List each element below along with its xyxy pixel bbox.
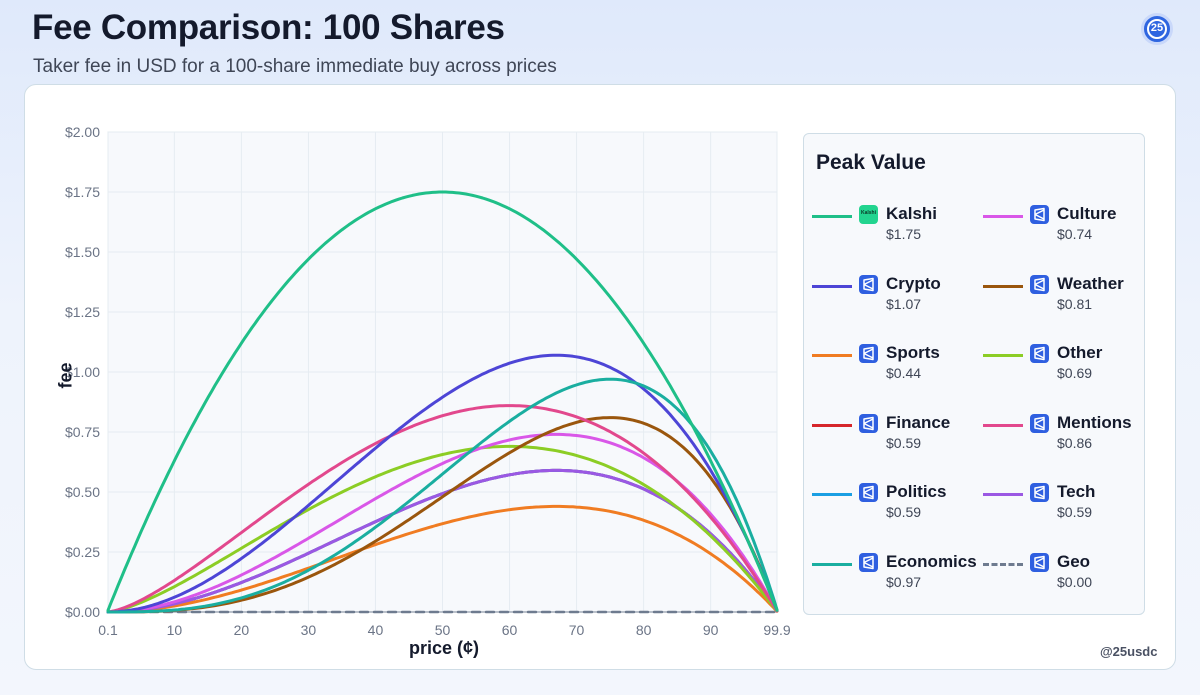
legend-peak-value: $0.86 — [1057, 434, 1093, 451]
legend-item-sports: Sports $0.44 — [804, 343, 969, 391]
legend-name: Other — [1057, 343, 1103, 362]
legend-peak-value: $0.44 — [886, 365, 922, 381]
legend-item-weather: Weather $0.81 — [975, 274, 1140, 322]
legend-swatch — [812, 284, 852, 288]
legend-name: Finance — [886, 412, 951, 432]
y-tick-label: $0.50 — [65, 484, 100, 500]
legend-item-other: Other $0.69 — [975, 343, 1140, 391]
x-tick-label: 80 — [636, 622, 652, 638]
legend-swatch — [983, 423, 1023, 427]
legend-swatch — [983, 493, 1023, 496]
series-line-crypto — [106, 353, 779, 614]
brand-logo-icon: 25 — [1141, 13, 1173, 45]
legend-item-kalshi: Kalshi Kalshi $1.75 — [804, 204, 969, 252]
legend-peak-value: $0.59 — [1057, 504, 1093, 520]
legend-name: Weather — [1057, 273, 1124, 293]
legend-swatch — [983, 562, 1023, 566]
y-tick-label: $0.00 — [65, 604, 100, 620]
platform-icon — [1030, 205, 1049, 224]
platform-icon — [1030, 483, 1049, 502]
legend-name: Economics — [886, 551, 977, 571]
legend-peak-value: $0.74 — [1057, 226, 1093, 242]
y-tick-label: $0.75 — [65, 424, 100, 440]
legend-peak-value: $0.97 — [886, 573, 922, 590]
legend-swatch — [812, 215, 852, 218]
series-line-sports — [106, 504, 779, 614]
legend-name: Sports — [886, 343, 940, 362]
legend-item-culture: Culture $0.74 — [975, 204, 1140, 252]
legend-name: Tech — [1057, 482, 1096, 501]
chart-card: $0.00 $0.25 $0.50 $0.75 $1.00 $1.25 $1.50 $1.75… — [24, 84, 1176, 670]
y-axis-title: fee — [55, 362, 76, 389]
platform-icon — [1030, 552, 1049, 572]
series-line-economics — [106, 377, 779, 614]
platform-icon — [859, 274, 878, 294]
legend-name: Mentions — [1057, 412, 1132, 432]
y-tick-label: $0.25 — [65, 544, 100, 560]
legend-swatch — [812, 562, 852, 566]
legend-peak-value: $0.81 — [1057, 295, 1093, 312]
legend-title: Peak Value — [816, 151, 926, 174]
series-line-mentions — [106, 404, 779, 614]
x-tick-label: 90 — [703, 622, 719, 638]
legend-swatch — [983, 215, 1023, 218]
x-tick-label: 99.9 — [763, 622, 790, 638]
legend-swatch — [812, 493, 852, 496]
platform-icon — [859, 344, 878, 363]
x-tick-label: 60 — [502, 622, 518, 638]
page-subtitle: Taker fee in USD for a 100-share immedia… — [33, 56, 557, 77]
badge-ring — [1147, 19, 1167, 39]
legend-name: Geo — [1057, 551, 1091, 571]
fee-chart: $0.00 $0.25 $0.50 $0.75 $1.00 $1.25 $1.50 $1.75… — [65, 124, 791, 638]
legend-item-economics: Economics $0.97 — [804, 552, 977, 600]
legend-peak-value: $0.00 — [1057, 573, 1093, 590]
legend-peak-value: $0.59 — [886, 504, 922, 520]
legend-swatch — [812, 354, 852, 357]
legend-panel: Peak Value Kalshi Kalshi $1.75 Culture $0.74… — [803, 133, 1145, 615]
platform-icon — [1030, 344, 1049, 363]
page-title: Fee Comparison: 100 Shares — [32, 8, 505, 47]
series-line-kalshi — [106, 190, 779, 612]
legend-item-crypto: Crypto $1.07 — [804, 274, 969, 322]
x-tick-label: 50 — [435, 622, 451, 638]
legend-peak-value: $1.07 — [886, 295, 922, 312]
y-tick-label: $1.25 — [65, 304, 100, 320]
legend-swatch — [812, 423, 852, 427]
legend-item-politics: Politics $0.59 — [804, 482, 969, 530]
series-line-other — [106, 444, 779, 614]
legend-item-geo: Geo $0.00 — [975, 552, 1140, 600]
legend-item-finance: Finance $0.59 — [804, 413, 969, 461]
credit-handle: @25usdc — [1100, 644, 1158, 659]
legend-item-tech: Tech $0.59 — [975, 482, 1140, 530]
x-tick-label: 70 — [569, 622, 585, 638]
legend-item-mentions: Mentions $0.86 — [975, 413, 1140, 461]
badge-number: 25 — [1150, 22, 1164, 34]
kalshi-logo-icon: Kalshi — [859, 205, 878, 224]
y-tick-label: $2.00 — [65, 124, 100, 140]
legend-swatch — [983, 354, 1023, 357]
y-tick-label: $1.75 — [65, 184, 100, 200]
legend-swatch — [983, 284, 1023, 288]
x-tick-label: 20 — [234, 622, 250, 638]
x-tick-label: 30 — [301, 622, 317, 638]
legend-peak-value: $0.69 — [1057, 365, 1093, 381]
platform-icon — [859, 413, 878, 433]
x-tick-label: 0.1 — [98, 622, 118, 638]
x-tick-label: 40 — [368, 622, 384, 638]
y-tick-label: $1.00 — [65, 364, 100, 380]
platform-icon — [1030, 413, 1049, 433]
legend-name: Kalshi — [886, 204, 938, 223]
platform-icon — [859, 552, 878, 572]
platform-icon — [859, 483, 878, 502]
legend-name: Crypto — [886, 273, 941, 293]
x-axis-title: price (¢) — [408, 638, 480, 658]
legend-peak-value: $0.59 — [886, 434, 922, 451]
legend-name: Culture — [1057, 204, 1117, 223]
platform-icon — [1030, 274, 1049, 294]
x-tick-label: 10 — [167, 622, 183, 638]
legend-name: Politics — [886, 482, 947, 501]
legend-peak-value: $1.75 — [886, 226, 922, 242]
y-tick-label: $1.50 — [65, 244, 100, 260]
